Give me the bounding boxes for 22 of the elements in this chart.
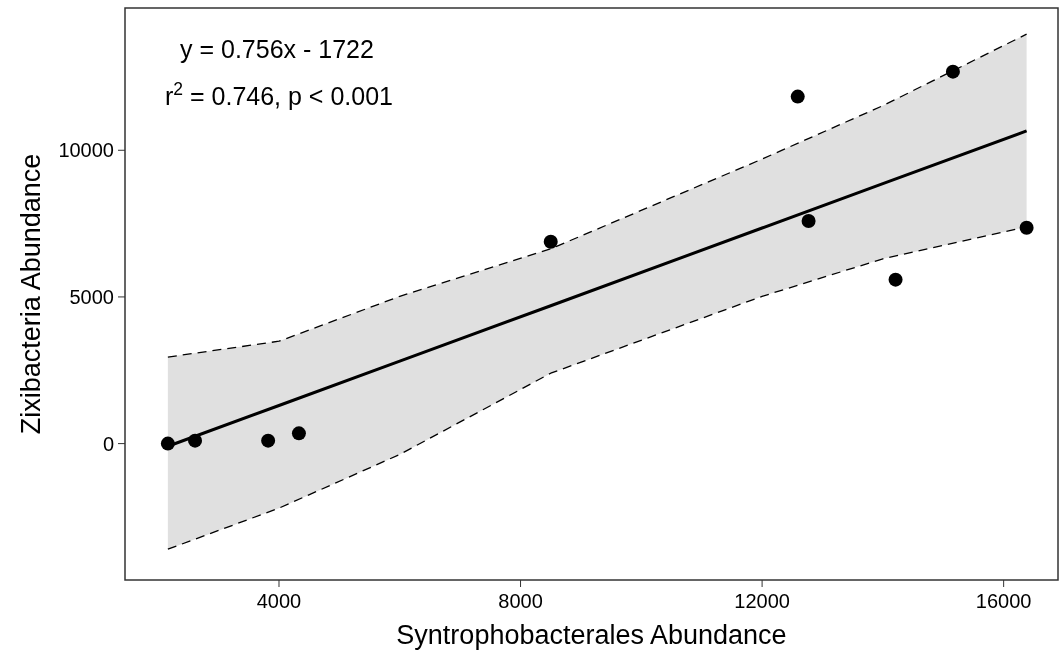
x-tick-label: 4000 <box>256 590 302 612</box>
x-tick-label: 8000 <box>498 590 543 612</box>
annotation: r$^{2}$ = 0.746, p < 0.001 <box>165 79 393 110</box>
point <box>790 89 805 104</box>
x-axis-title: Syntrophobacterales Abundance <box>396 620 787 650</box>
annotation: y = 0.756x - 1722 <box>180 35 374 63</box>
point <box>261 433 276 448</box>
line-series <box>167 33 1028 358</box>
point <box>543 234 558 249</box>
point <box>160 436 175 451</box>
y-tick-label: 0 <box>102 432 114 455</box>
y-tick-label: 10000 <box>58 139 114 162</box>
point <box>291 426 306 441</box>
point <box>801 213 816 228</box>
point <box>945 64 960 79</box>
point <box>888 272 903 287</box>
y-axis-title: Zixibacteria Abundance <box>16 153 46 435</box>
point <box>1019 220 1034 235</box>
x-tick-label: 16000 <box>975 590 1032 612</box>
y-tick-label: 5000 <box>69 285 114 308</box>
point <box>188 433 203 448</box>
x-tick-label: 12000 <box>734 590 790 612</box>
